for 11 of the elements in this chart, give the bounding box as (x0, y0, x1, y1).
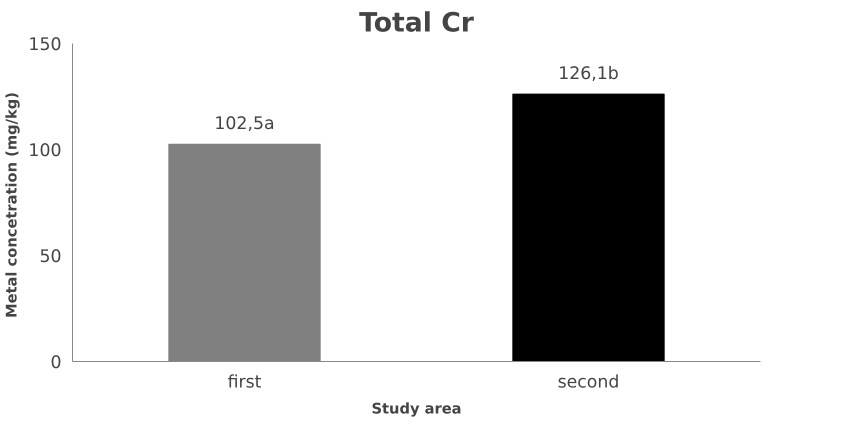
y-axis-title: Metal concetration (mg/kg) (3, 92, 20, 318)
y-tick-label: 50 (39, 247, 62, 267)
y-tick-label: 0 (50, 353, 62, 373)
x-axis-title: Study area (371, 400, 462, 418)
data-label: 102,5a (214, 114, 275, 134)
chart-title: Total Cr (359, 8, 475, 38)
y-tick-label: 100 (28, 141, 62, 161)
data-label: 126,1b (558, 64, 619, 84)
x-tick-label: first (228, 372, 262, 392)
x-tick-label: second (558, 372, 620, 392)
y-tick-label: 150 (28, 35, 62, 55)
